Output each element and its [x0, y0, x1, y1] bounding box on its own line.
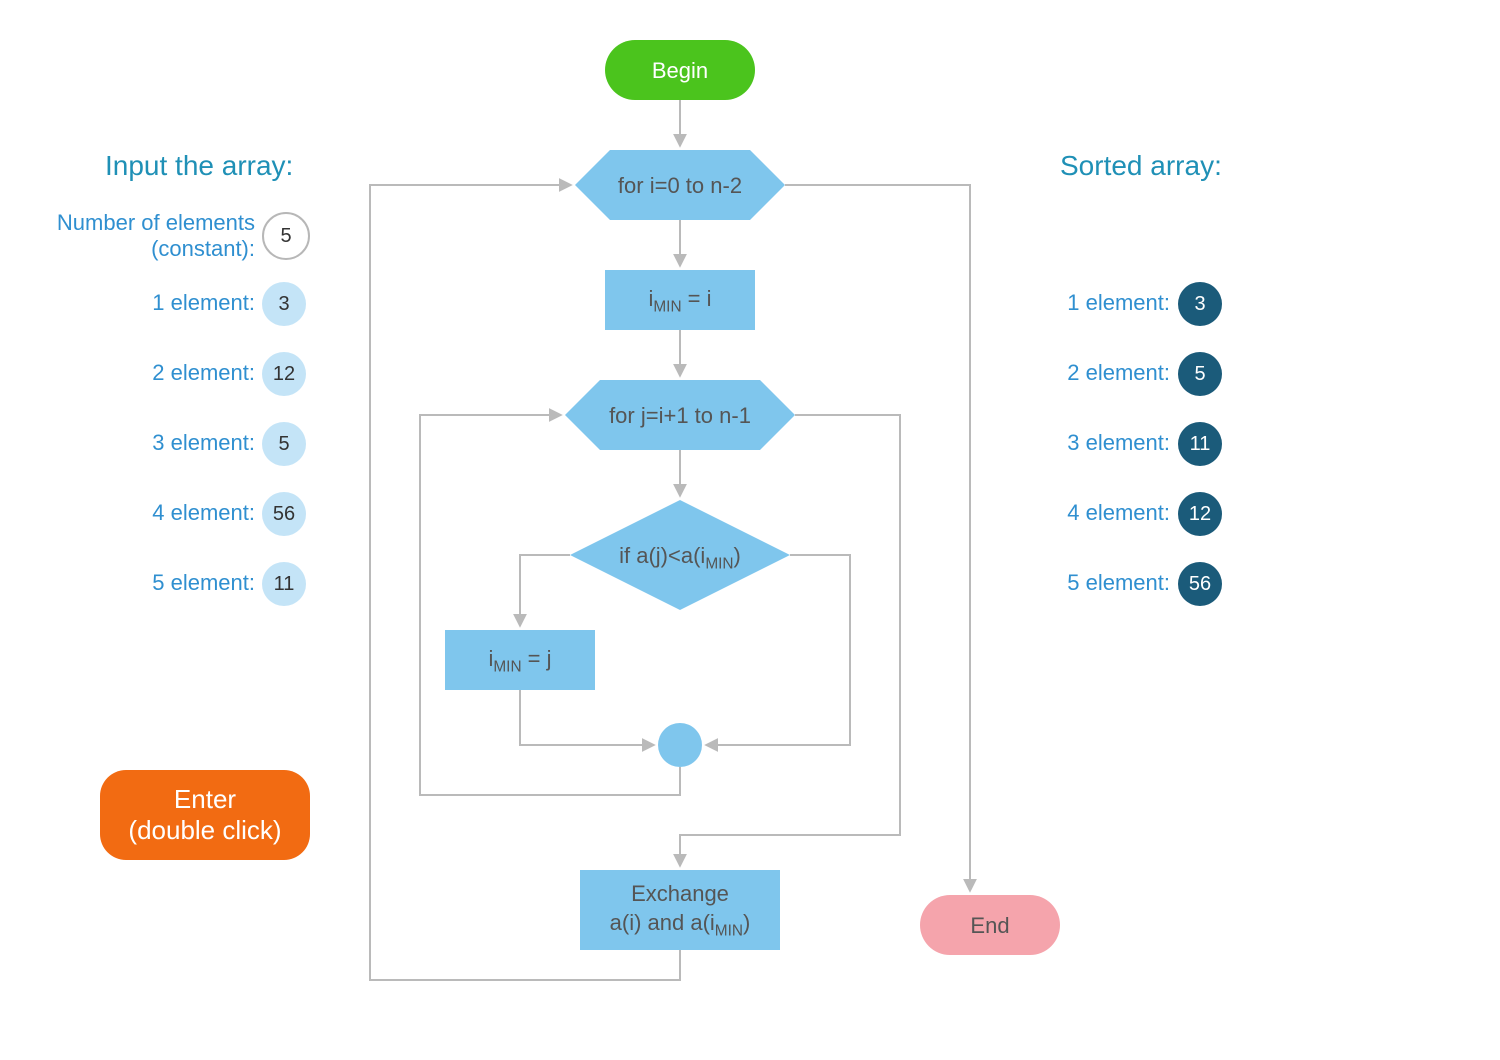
imin-eq-i-node: [605, 270, 755, 330]
merge-junction: [658, 723, 702, 767]
begin-node: [605, 40, 755, 100]
for-j-node: [565, 380, 795, 450]
if-decision-node: [570, 500, 790, 610]
for-i-node: [575, 150, 785, 220]
flowchart-svg: [0, 0, 1500, 1060]
imin-eq-j-node: [445, 630, 595, 690]
end-node: [920, 895, 1060, 955]
exchange-node: [580, 870, 780, 950]
